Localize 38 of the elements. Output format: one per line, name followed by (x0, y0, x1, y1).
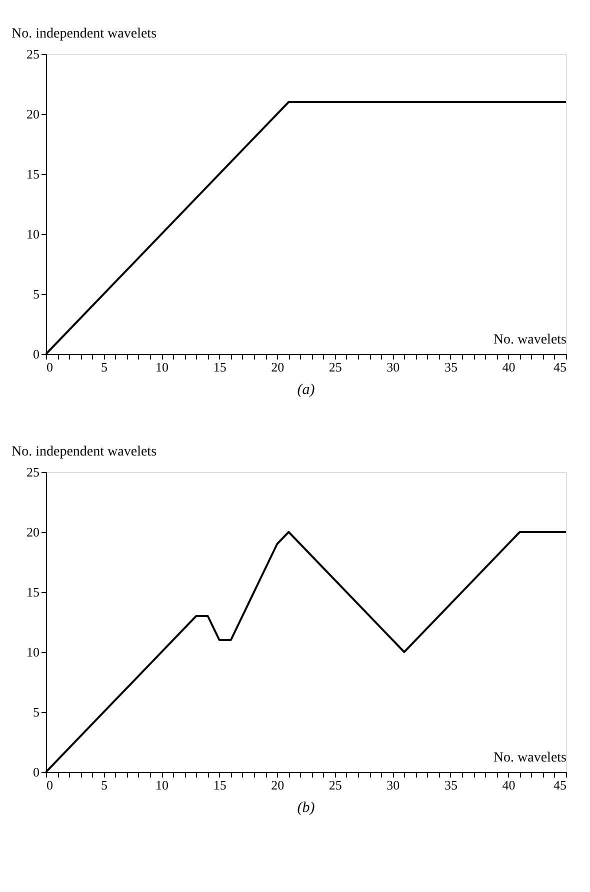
x-axis-title: No. wavelets (493, 332, 566, 348)
y-axis-title: No. independent wavelets (12, 444, 157, 460)
x-tick-label: 15 (213, 360, 226, 374)
y-axis-title: No. independent wavelets (12, 26, 157, 42)
y-tick-label: 15 (26, 584, 40, 600)
x-tick-label: 45 (554, 778, 566, 792)
x-tick-label: 15 (213, 778, 226, 792)
x-tick-label: 35 (444, 778, 458, 792)
y-tick-label: 20 (26, 524, 40, 540)
y-tick-label: 0 (33, 764, 40, 780)
y-tick-label: 5 (33, 286, 40, 302)
y-tick-label: 25 (26, 46, 40, 62)
x-tick-label: 30 (386, 778, 400, 792)
text: (b) (297, 800, 315, 816)
y-tick-label: 25 (26, 464, 40, 480)
x-tick-label: 30 (386, 360, 400, 374)
x-axis-title: No. wavelets (493, 750, 566, 766)
y-tick-label: 10 (26, 226, 40, 242)
text: (a) (297, 382, 315, 398)
x-tick-label: 45 (554, 360, 566, 374)
x-tick-label: 0 (46, 778, 53, 792)
x-tick-label: 40 (502, 360, 516, 374)
y-tick-label: 15 (26, 166, 40, 182)
x-tick-label: 5 (101, 360, 108, 374)
x-tick-label: 35 (444, 360, 458, 374)
y-tick-label: 5 (33, 704, 40, 720)
x-tick-label: 10 (156, 778, 169, 792)
y-tick-label: 20 (26, 106, 40, 122)
x-tick-label: 0 (46, 360, 53, 374)
x-tick-label: 20 (271, 360, 284, 374)
x-tick-label: 25 (328, 360, 342, 374)
y-tick-label: 0 (33, 346, 40, 362)
x-tick-label: 5 (101, 778, 108, 792)
y-tick-label: 10 (26, 644, 40, 660)
x-tick-label: 20 (271, 778, 284, 792)
x-tick-label: 10 (156, 360, 169, 374)
x-tick-label: 25 (328, 778, 342, 792)
x-tick-label: 40 (502, 778, 516, 792)
